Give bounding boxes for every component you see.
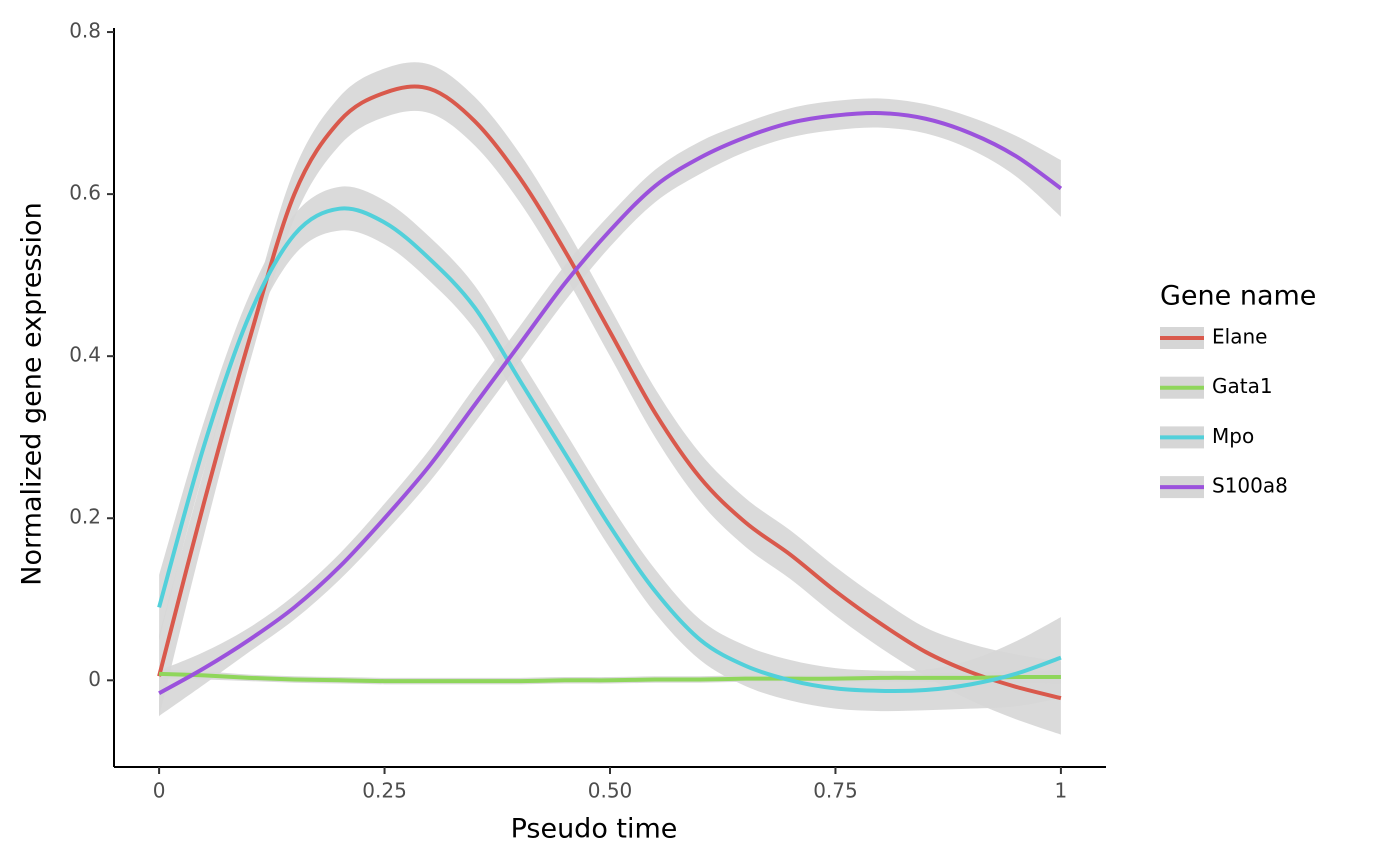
- legend-label: Gata1: [1212, 374, 1273, 398]
- confidence-band: [159, 62, 1061, 735]
- y-tick-label: 0: [88, 667, 101, 691]
- legend-label: Elane: [1212, 325, 1267, 349]
- x-axis-label: Pseudo time: [511, 814, 678, 845]
- x-tick-label: 1: [1055, 779, 1068, 803]
- y-tick-label: 0.8: [69, 19, 101, 43]
- series-line: [158, 110, 1063, 696]
- series-line: [157, 206, 1062, 693]
- y-tick-label: 0.4: [69, 343, 101, 367]
- x-tick-label: 0.50: [588, 779, 633, 803]
- y-axis-label: Normalized gene expression: [17, 202, 48, 585]
- confidence-band: [159, 98, 1061, 716]
- x-tick-label: 0.75: [813, 779, 858, 803]
- y-tick-label: 0.2: [69, 505, 101, 529]
- series-line: [159, 671, 1061, 684]
- legend-title: Gene name: [1160, 281, 1316, 312]
- y-tick-label: 0.6: [69, 181, 101, 205]
- x-tick-label: 0: [153, 779, 166, 803]
- legend-label: Mpo: [1212, 424, 1254, 448]
- legend-label: S100a8: [1212, 474, 1288, 498]
- x-tick-label: 0.25: [362, 779, 407, 803]
